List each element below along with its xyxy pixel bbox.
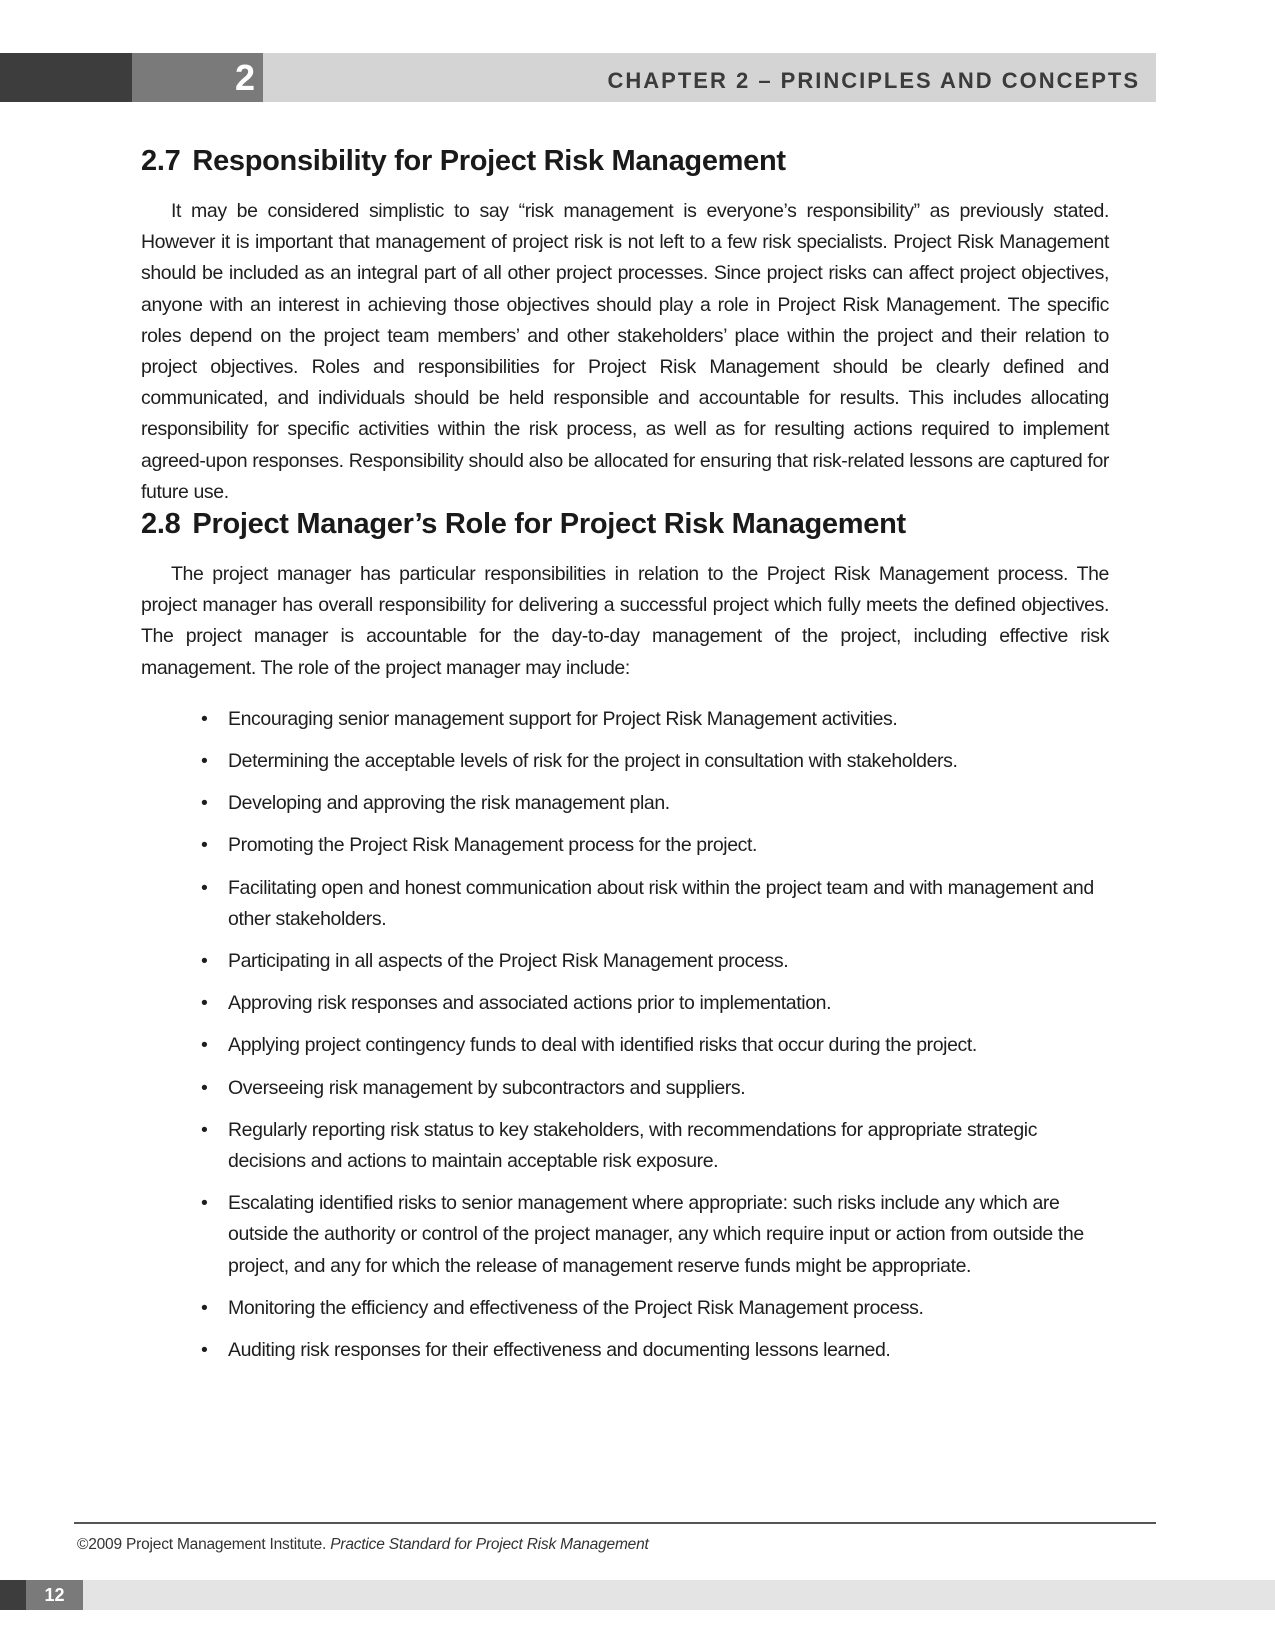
list-item: • Encouraging senior management support f… xyxy=(201,704,1109,735)
section-heading-2-7: 2.7 Responsibility for Project Risk Manag… xyxy=(141,145,1109,178)
page-band-dark xyxy=(0,1580,26,1610)
page-band xyxy=(83,1580,1275,1610)
bullet-icon: • xyxy=(201,1296,208,1319)
copyright-text: ©2009 Project Management Institute. xyxy=(77,1536,327,1553)
bullet-icon: • xyxy=(201,834,208,857)
chapter-number: 2 xyxy=(132,53,263,102)
page-content: 2.7 Responsibility for Project Risk Manag… xyxy=(141,145,1109,1377)
header-band: CHAPTER 2 – PRINCIPLES AND CONCEPTS xyxy=(263,53,1156,102)
bullet-icon: • xyxy=(201,1034,208,1057)
role-list: • Encouraging senior management support f… xyxy=(141,704,1109,1366)
bullet-icon: • xyxy=(201,1192,208,1215)
chapter-title: CHAPTER 2 – PRINCIPLES AND CONCEPTS xyxy=(607,67,1140,93)
publication-title: Practice Standard for Project Risk Manag… xyxy=(330,1536,649,1553)
list-item: • Approving risk responses and associated… xyxy=(201,988,1109,1019)
header-band-dark xyxy=(0,53,132,102)
section-heading-2-8: 2.8 Project Manager’s Role for Project Ri… xyxy=(141,508,1109,541)
list-item: • Regularly reporting risk status to key … xyxy=(201,1115,1109,1177)
section-title: Project Manager’s Role for Project Risk … xyxy=(192,508,906,541)
section-paragraph: The project manager has particular respo… xyxy=(141,563,1109,679)
list-item: • Monitoring the efficiency and effective… xyxy=(201,1293,1109,1324)
bullet-icon: • xyxy=(201,1118,208,1141)
bullet-icon: • xyxy=(201,1339,208,1362)
bullet-icon: • xyxy=(201,992,208,1015)
list-item: • Applying project contingency funds to d… xyxy=(201,1030,1109,1061)
list-item: • Promoting the Project Risk Management p… xyxy=(201,830,1109,861)
list-item: • Determining the acceptable levels of ri… xyxy=(201,746,1109,777)
section-paragraph: It may be considered simplistic to say “… xyxy=(141,200,1109,503)
footer-divider xyxy=(74,1522,1156,1524)
list-item: • Overseeing risk management by subcontra… xyxy=(201,1073,1109,1104)
footer-citation: ©2009 Project Management Institute. Prac… xyxy=(77,1536,649,1554)
section-number: 2.8 xyxy=(141,508,181,541)
bullet-icon: • xyxy=(201,707,208,730)
bullet-icon: • xyxy=(201,792,208,815)
bullet-icon: • xyxy=(201,876,208,899)
list-item: • Facilitating open and honest communicat… xyxy=(201,873,1109,935)
list-item: • Developing and approving the risk manag… xyxy=(201,788,1109,819)
bullet-icon: • xyxy=(201,750,208,773)
section-number: 2.7 xyxy=(141,145,181,177)
page-number: 12 xyxy=(26,1580,83,1610)
bullet-icon: • xyxy=(201,1076,208,1099)
list-item: • Participating in all aspects of the Pro… xyxy=(201,946,1109,977)
list-item: • Auditing risk responses for their effec… xyxy=(201,1335,1109,1366)
list-item: • Escalating identified risks to senior m… xyxy=(201,1188,1109,1282)
section-title: Responsibility for Project Risk Manageme… xyxy=(192,145,786,177)
bullet-icon: • xyxy=(201,950,208,973)
